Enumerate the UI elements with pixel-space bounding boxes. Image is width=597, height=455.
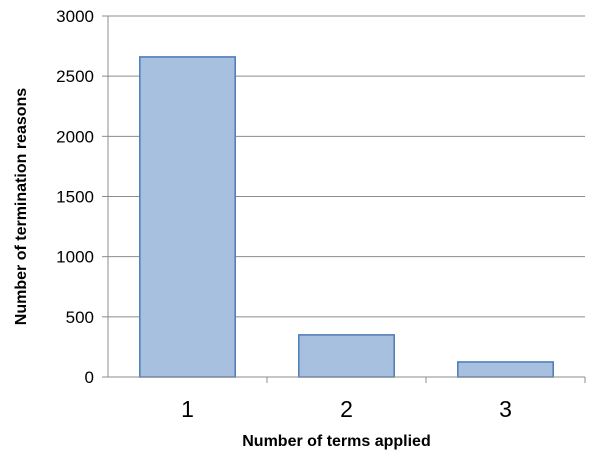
x-tick-labels: 1 2 3 [181, 396, 512, 422]
y-axis-title: Number of termination reasons [13, 88, 30, 325]
axes [107, 16, 585, 378]
y-tick-label: 1500 [56, 188, 94, 207]
y-tick-label: 500 [66, 308, 94, 327]
x-axis-title: Number of terms applied [242, 433, 430, 450]
y-tick-label: 2000 [56, 127, 94, 146]
x-tick-label: 3 [499, 396, 512, 422]
bar-1 [139, 56, 236, 378]
y-tick-label: 1000 [56, 248, 94, 267]
bar-3 [457, 361, 554, 378]
bar-2 [298, 334, 395, 378]
x-tick-label: 1 [181, 396, 194, 422]
y-tick-label: 3000 [56, 7, 94, 26]
x-tick-label: 2 [340, 396, 353, 422]
y-tick-labels: 0 500 1000 1500 2000 2500 3000 [56, 7, 94, 387]
bars [139, 56, 554, 378]
y-tick-label: 0 [85, 368, 94, 387]
y-tick-label: 2500 [56, 67, 94, 86]
